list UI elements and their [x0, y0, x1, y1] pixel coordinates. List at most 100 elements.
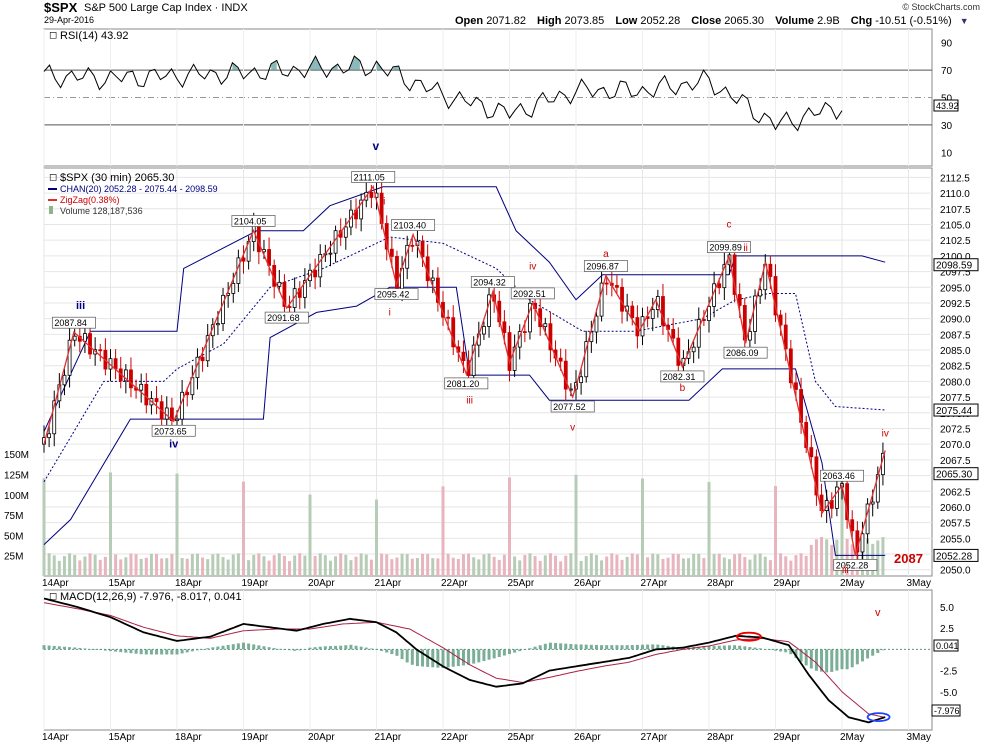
- macd-histogram-bar: [201, 649, 205, 650]
- candle-body: [650, 309, 655, 319]
- volume-tick-label: 100M: [4, 491, 29, 502]
- volume-bar: [144, 557, 148, 576]
- macd-histogram-bar: [303, 649, 307, 650]
- volume-bar: [656, 554, 660, 576]
- price-axis: 2112.5 2110.0 2107.5 2105.0 2102.5 2100.0 2097…: [940, 173, 971, 576]
- zigzag-label-box: [583, 260, 628, 272]
- macd-histogram-bar: [784, 649, 788, 653]
- price-tick-label: 2090.0: [940, 315, 971, 326]
- macd-histogram-bar: [594, 644, 598, 650]
- candle-body: [420, 240, 425, 258]
- macd-histogram-bar: [380, 649, 384, 651]
- zigzag-price-label: 2096.87: [586, 262, 619, 272]
- macd-histogram-bar: [748, 646, 752, 650]
- volume-bar: [717, 553, 721, 576]
- candle-body: [200, 356, 205, 362]
- candle-body: [717, 283, 722, 289]
- macd-histogram-bar: [584, 644, 588, 650]
- zigzag-price-label: 2094.32: [473, 278, 506, 288]
- volume-bar: [513, 556, 517, 576]
- date-tick-label: 19Apr: [242, 578, 269, 589]
- candle-body: [604, 282, 609, 285]
- candle-body: [502, 321, 507, 333]
- zigzag-label-box: [723, 346, 768, 359]
- price-tick-label: 2097.5: [940, 268, 971, 279]
- volume-bar: [794, 555, 798, 576]
- macd-histogram-bar: [385, 649, 389, 653]
- volume-bar: [375, 499, 378, 576]
- volume-bar: [845, 538, 849, 576]
- zigzag-label-box: [510, 287, 555, 300]
- volume-bar: [727, 559, 731, 576]
- wave-label: iv: [882, 429, 889, 440]
- rsi-legend-icon: ◻: [49, 30, 57, 41]
- volume-bar: [277, 553, 281, 576]
- zigzag-label-box: [51, 316, 96, 329]
- price-tag-box: [933, 258, 979, 272]
- volume-bars: [42, 472, 885, 576]
- price-panel: 150M 125M 100M 75M 50M 25M 2087.84 2073.65 2104…: [4, 139, 979, 577]
- candle-body: [748, 331, 752, 341]
- price-tick-label: 2110.0: [940, 189, 970, 200]
- volume-bar: [103, 556, 107, 576]
- macd-histogram-bar: [62, 646, 66, 650]
- price-tick-label: 2072.5: [940, 424, 971, 435]
- macd-histogram-bar: [477, 649, 481, 663]
- macd-tick-label: 2.5: [940, 624, 954, 635]
- chg-dropdown-icon[interactable]: ▼: [959, 16, 969, 26]
- volume-bar: [533, 556, 537, 576]
- volume-bar: [206, 559, 210, 576]
- zigzag-price-label: 2052.28: [836, 560, 869, 570]
- price-tick-label: 2070.0: [940, 440, 971, 451]
- volume-bar: [594, 555, 598, 576]
- macd-histogram-bar: [779, 649, 783, 652]
- rsi-legend: RSI(14) 43.92: [60, 30, 128, 42]
- volume-bar: [426, 553, 430, 576]
- macd-hist-tag: [933, 639, 959, 652]
- date-tick-label: 20Apr: [308, 732, 335, 743]
- price-tick-label: 2095.0: [940, 283, 971, 294]
- candle-body: [154, 398, 159, 403]
- wave-label: v: [570, 422, 575, 433]
- volume-bar: [579, 560, 583, 576]
- macd-histogram-bar: [625, 645, 629, 650]
- macd-histogram-bar: [313, 647, 317, 650]
- macd-tick-label: 5.0: [940, 603, 954, 614]
- candle-body: [655, 296, 660, 310]
- volume-bar: [697, 553, 701, 576]
- volume-bar: [866, 538, 870, 576]
- macd-histogram-bar: [68, 647, 72, 650]
- candle-body: [88, 333, 92, 355]
- price-tags: 2098.59 2075.44 2065.30 2052.28: [933, 258, 979, 562]
- candle-body: [661, 296, 665, 326]
- volume-bar: [768, 560, 772, 576]
- zigzag-price-label: 2086.09: [726, 348, 759, 358]
- macd-histogram-bar: [359, 646, 363, 650]
- volume-bar: [482, 554, 486, 576]
- date-tick-label: 25Apr: [508, 732, 535, 743]
- high-value: 2073.85: [564, 15, 605, 27]
- price-tick-label: 2107.5: [940, 205, 971, 216]
- macd-histogram-bar: [763, 649, 767, 650]
- wave-label: a: [603, 249, 609, 260]
- ticker-symbol: $SPX: [44, 0, 78, 15]
- macd-histogram-bar: [262, 646, 266, 650]
- volume-bar: [129, 553, 133, 576]
- volume-bar: [702, 557, 706, 576]
- price-tag-text: 2065.30: [936, 470, 973, 481]
- candle-body: [620, 286, 624, 312]
- zigzag-price-label: 2063.46: [822, 471, 855, 481]
- macd-bearish-cross-marker: [736, 631, 762, 642]
- volume-bar: [820, 537, 824, 576]
- chart-header: $SPX S&P 500 Large Cap Index · INDX 29-A…: [0, 0, 990, 28]
- macd-histogram-bar: [630, 645, 634, 650]
- price-tag-text: 2098.59: [936, 261, 973, 272]
- candle-body: [98, 349, 103, 352]
- date-tick-label: 21Apr: [375, 578, 402, 589]
- volume-value: 2.9B: [817, 15, 840, 27]
- volume-bar: [451, 557, 455, 576]
- volume-bar: [528, 553, 532, 576]
- macd-histogram-bar: [518, 649, 522, 652]
- macd-histogram-bar: [707, 646, 711, 650]
- macd-legend-icon: ◻: [49, 591, 57, 602]
